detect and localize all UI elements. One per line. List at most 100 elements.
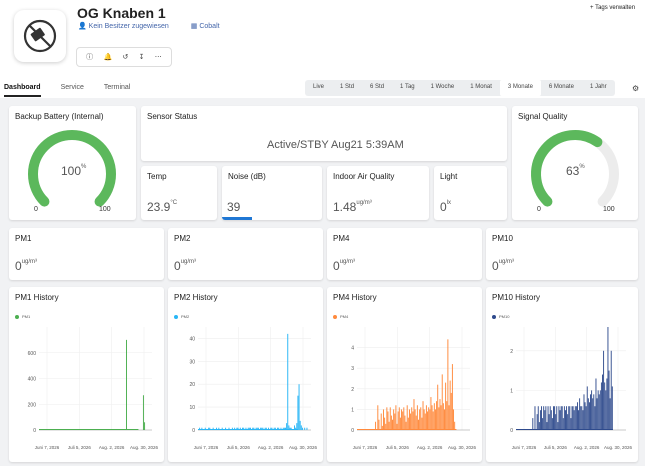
bar	[408, 409, 410, 430]
info-icon[interactable]: ⓘ	[86, 54, 94, 61]
download-icon[interactable]: ↧	[138, 54, 145, 61]
bar	[394, 413, 396, 430]
action-toolbar: ⓘ 🔔 ↺ ↧ ⋯	[76, 47, 172, 67]
range-live[interactable]: Live	[313, 84, 325, 90]
bar	[397, 411, 399, 430]
y-tick-label: 600	[28, 351, 37, 357]
bar	[419, 409, 421, 430]
bar	[264, 427, 266, 430]
org-link[interactable]: ▦ Cobalt	[190, 23, 220, 30]
time-range-selector: Live 1 Std 6 Std 1 Tag 1 Woche 1 Monat 3…	[305, 80, 615, 96]
tab-service[interactable]: Service	[60, 84, 84, 91]
noise-value: 39	[227, 200, 241, 214]
bar	[450, 392, 452, 430]
tab-terminal[interactable]: Terminal	[103, 84, 131, 91]
bar	[559, 410, 561, 430]
bar	[242, 427, 244, 430]
bar	[375, 421, 377, 430]
filter-settings-icon[interactable]: ⚙	[632, 84, 640, 93]
bell-icon[interactable]: 🔔	[103, 54, 113, 61]
bar	[565, 410, 566, 430]
bar	[438, 407, 440, 430]
bar	[393, 409, 395, 430]
noise-level-bar	[222, 217, 252, 220]
bar	[547, 406, 549, 430]
bar	[388, 421, 390, 430]
range-1h[interactable]: 1 Std	[340, 84, 355, 90]
bar	[287, 333, 289, 430]
bar	[607, 327, 609, 430]
bar	[425, 405, 427, 430]
org-label: Cobalt	[199, 23, 220, 30]
pm10-history-chart: 0 1 2 Juni 7, 2026 Juli 5, 2026 Aug. 2, 2026 A…	[510, 327, 633, 450]
bar	[590, 394, 591, 430]
bar	[594, 406, 596, 430]
bar	[608, 370, 610, 430]
bar	[382, 409, 384, 430]
bar	[204, 427, 206, 430]
bar	[551, 418, 553, 430]
bar	[539, 410, 541, 430]
bar	[398, 407, 400, 430]
x-tick-label: Aug. 2, 2026	[99, 445, 125, 450]
y-tick-label: 0	[33, 428, 36, 434]
pm2-number: 0	[174, 259, 181, 273]
bar	[560, 406, 562, 430]
range-1m[interactable]: 1 Monat	[470, 84, 492, 90]
bar	[298, 384, 300, 430]
pm4-legend: PM4	[333, 314, 348, 319]
pm2-legend: PM2	[174, 314, 189, 319]
bar	[407, 417, 409, 430]
bar	[592, 398, 594, 430]
light-number: 0	[440, 200, 447, 214]
pm2-value: 0ug/m³	[174, 259, 196, 273]
x-tick-label: Juni 7, 2026	[353, 445, 378, 450]
x-tick-label: Juli 5, 2026	[544, 445, 568, 450]
history-icon[interactable]: ↺	[122, 54, 129, 61]
bar	[555, 414, 557, 430]
bar	[543, 406, 545, 430]
bar	[306, 427, 308, 430]
bar	[236, 427, 238, 430]
bar	[580, 406, 582, 430]
pm4-card: PM4 0ug/m³	[327, 228, 482, 280]
range-3m[interactable]: 3 Monate	[499, 80, 541, 96]
range-1d[interactable]: 1 Tag	[400, 84, 415, 90]
range-6h[interactable]: 6 Std	[370, 84, 385, 90]
bar	[199, 427, 201, 430]
x-tick-label: Aug. 30, 2026	[289, 445, 318, 450]
bar	[537, 406, 539, 430]
owner-link[interactable]: 👤 Kein Besitzer zugewiesen	[78, 23, 169, 30]
bar	[595, 378, 597, 430]
pm2-history-chart: 0 10 20 30 40 Juni 7, 2026 Juli 5, 2026 Aug. 2,…	[189, 327, 318, 450]
bar	[609, 398, 611, 430]
tab-dashboard[interactable]: Dashboard	[4, 84, 41, 97]
pm4-history-card: PM4 History PM4 0 1 2 3 4 Juni 7, 2026 Juli 5,…	[327, 287, 482, 462]
bar	[274, 427, 276, 430]
range-1w[interactable]: 1 Woche	[430, 84, 455, 90]
manage-tags-label: Tags verwalten	[595, 5, 636, 11]
bar	[234, 427, 236, 430]
y-tick-label: 40	[189, 336, 195, 342]
bar	[553, 406, 554, 430]
bar	[562, 418, 564, 430]
more-icon[interactable]: ⋯	[154, 54, 162, 61]
bar	[297, 395, 299, 430]
bar	[262, 427, 264, 430]
battery-max: 100	[99, 206, 111, 213]
manage-tags-button[interactable]: + Tags verwalten	[590, 5, 636, 11]
bar	[401, 409, 403, 430]
bar	[283, 427, 285, 430]
y-tick-label: 2	[510, 349, 513, 355]
bar	[385, 423, 387, 430]
bar	[578, 410, 580, 430]
bar	[380, 413, 382, 430]
range-1y[interactable]: 1 Jahr	[589, 84, 607, 90]
range-6m[interactable]: 6 Monate	[548, 84, 574, 90]
x-tick-label: Juli 5, 2026	[227, 445, 251, 450]
iaq-number: 1.48	[333, 200, 357, 214]
sensor-status-card: Sensor Status Active/STBY Aug21 5:39AM	[141, 106, 507, 161]
bar	[278, 427, 280, 430]
pm1-unit: ug/m³	[21, 259, 38, 265]
bar	[273, 427, 275, 430]
